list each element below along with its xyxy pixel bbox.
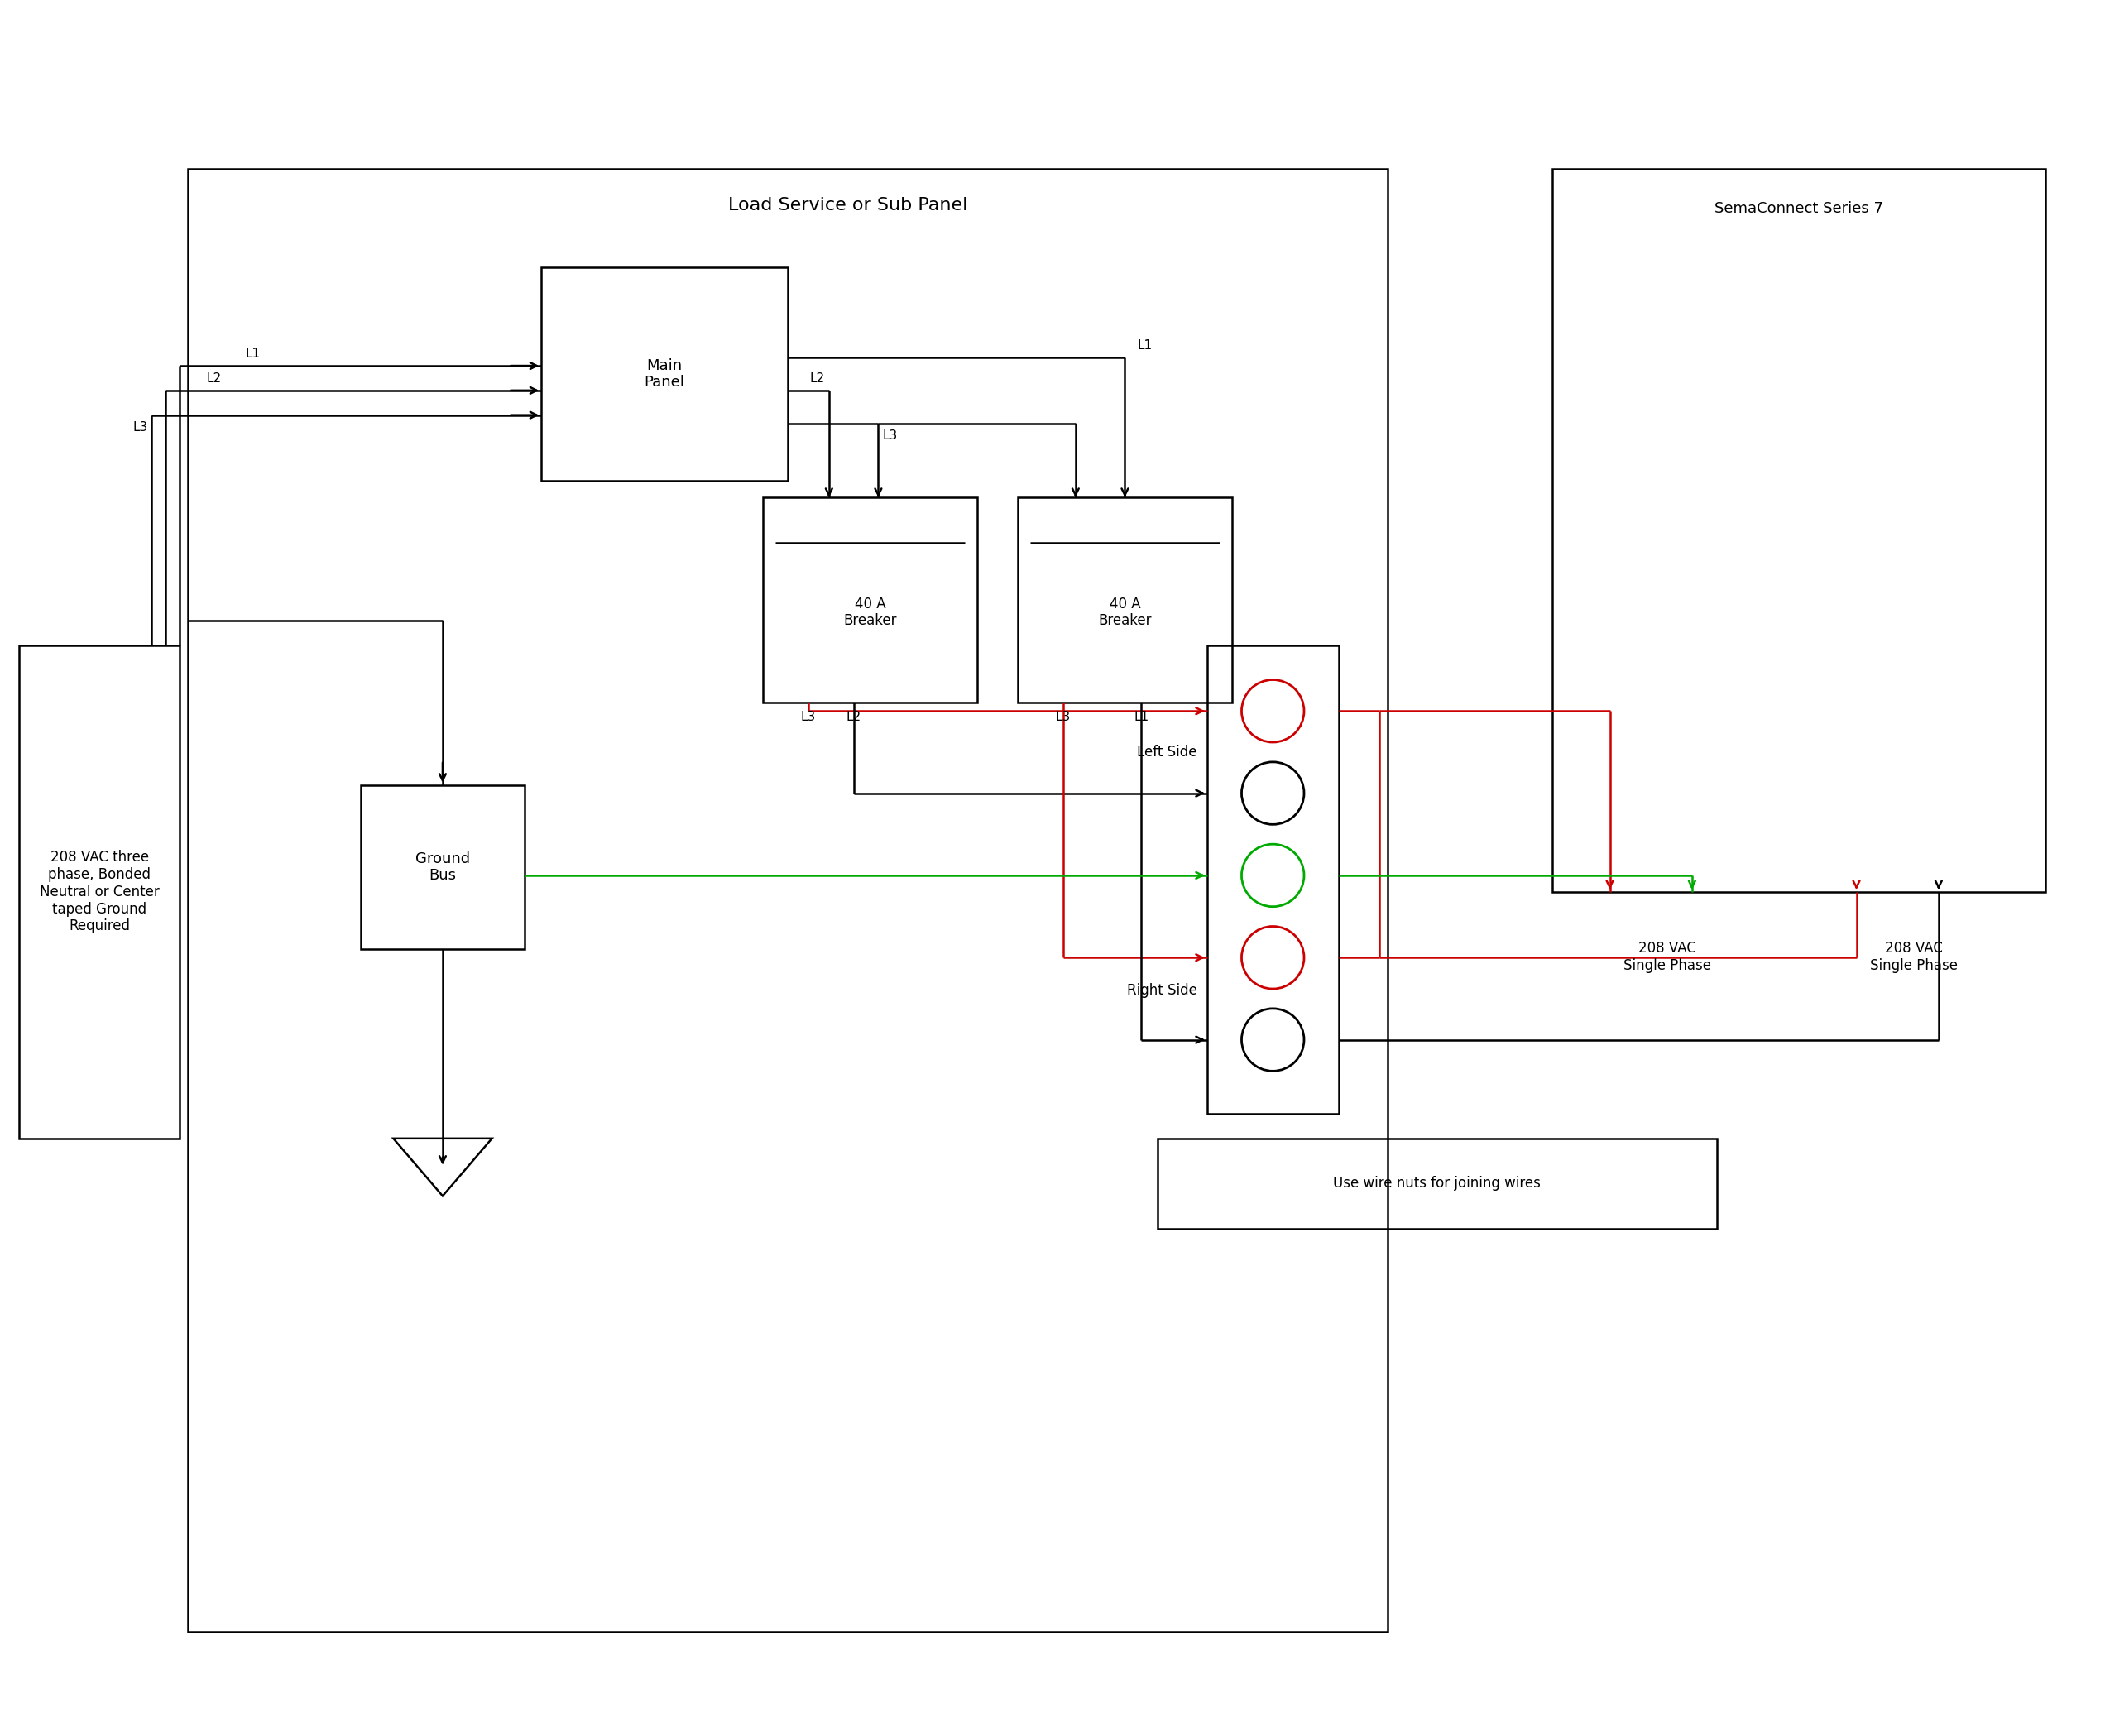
Text: Main
Panel: Main Panel — [644, 358, 686, 391]
Bar — [1158, 1139, 1718, 1229]
Circle shape — [1241, 762, 1304, 825]
Bar — [1017, 496, 1232, 703]
Bar — [542, 267, 787, 481]
Text: SemaConnect Series 7: SemaConnect Series 7 — [1715, 201, 1884, 217]
Text: L2: L2 — [207, 372, 222, 385]
Text: L1: L1 — [245, 347, 260, 359]
Bar — [188, 168, 1388, 1632]
Bar — [1207, 646, 1338, 1115]
Circle shape — [1241, 1009, 1304, 1071]
Bar — [1553, 168, 2045, 892]
Text: L3: L3 — [1055, 712, 1070, 724]
Text: Right Side: Right Side — [1127, 983, 1196, 998]
Text: 40 A
Breaker: 40 A Breaker — [1097, 595, 1152, 628]
Text: L3: L3 — [802, 712, 817, 724]
Text: 208 VAC
Single Phase: 208 VAC Single Phase — [1869, 941, 1958, 974]
Text: L3: L3 — [882, 429, 897, 441]
Text: 40 A
Breaker: 40 A Breaker — [844, 595, 897, 628]
Circle shape — [1241, 927, 1304, 990]
Circle shape — [1241, 681, 1304, 743]
Text: Load Service or Sub Panel: Load Service or Sub Panel — [728, 198, 968, 214]
Text: 208 VAC
Single Phase: 208 VAC Single Phase — [1623, 941, 1711, 974]
Circle shape — [1241, 844, 1304, 906]
Text: L2: L2 — [846, 712, 861, 724]
Text: Left Side: Left Side — [1137, 745, 1196, 760]
Text: L1: L1 — [1137, 339, 1152, 352]
Text: Ground
Bus: Ground Bus — [416, 851, 471, 884]
Bar — [764, 496, 977, 703]
Bar — [19, 646, 179, 1139]
Text: L1: L1 — [1133, 712, 1148, 724]
Text: 208 VAC three
phase, Bonded
Neutral or Center
taped Ground
Required: 208 VAC three phase, Bonded Neutral or C… — [40, 851, 160, 934]
Text: L2: L2 — [810, 372, 825, 385]
Text: Use wire nuts for joining wires: Use wire nuts for joining wires — [1334, 1177, 1540, 1191]
Text: L3: L3 — [133, 420, 148, 434]
Bar — [361, 785, 525, 950]
